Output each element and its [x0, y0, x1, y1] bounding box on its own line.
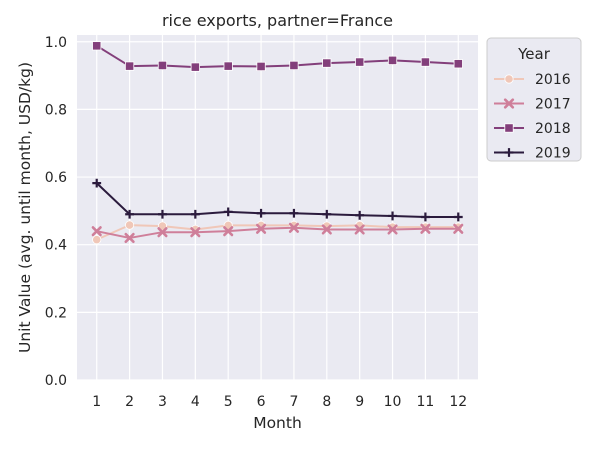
series-2019 [92, 178, 463, 222]
plot-area [77, 35, 478, 380]
data-point-2017 [223, 226, 234, 237]
data-point-2018 [420, 57, 431, 67]
data-point-2017 [354, 224, 365, 235]
data-point-2018 [322, 58, 332, 68]
y-tick-label: 0.8 [45, 102, 67, 118]
data-point-2016 [92, 235, 102, 245]
data-point-2019 [92, 178, 102, 188]
series-2017 [91, 222, 464, 244]
x-axis-ticks: 1 2 3 4 5 6 7 8 9 10 11 12 [92, 394, 467, 410]
legend-marker [504, 123, 514, 133]
data-point-2017 [124, 232, 135, 244]
chart-title: rice exports, partner=France [162, 11, 393, 30]
data-point-2019 [453, 212, 463, 222]
data-point-2017 [190, 227, 201, 238]
data-point-2018 [289, 60, 299, 71]
data-point-2019 [421, 212, 430, 222]
legend-items: 2016 2017 2018 2019 [494, 72, 571, 162]
data-point-2018 [256, 61, 266, 72]
x-tick-label: 8 [322, 394, 331, 410]
series-line-2019 [96, 182, 459, 218]
grid [77, 35, 478, 381]
y-tick-label: 0.4 [45, 238, 67, 254]
y-tick-label: 0.0 [45, 373, 67, 389]
data-point-2018 [157, 60, 168, 71]
data-point-2017 [91, 226, 102, 237]
data-point-2018 [223, 61, 233, 71]
series-line-2016 [96, 224, 459, 241]
data-point-2018 [124, 61, 135, 71]
series-layer [91, 41, 464, 245]
x-tick-label: 9 [355, 394, 364, 410]
series-2018 [92, 41, 463, 72]
y-tick-label: 0.6 [45, 170, 67, 186]
data-point-2017 [157, 227, 168, 238]
data-point-2017 [387, 224, 398, 235]
x-tick-label: 11 [416, 394, 434, 410]
y-axis-ticks: 0.0 0.2 0.4 0.6 0.8 1.0 [45, 35, 67, 389]
legend-item-2019: 2019 [494, 146, 571, 162]
legend-item-2016: 2016 [494, 72, 571, 88]
x-tick-label: 2 [125, 394, 134, 410]
data-point-2017 [420, 223, 431, 234]
series-line-2017 [96, 226, 459, 239]
legend-label: 2018 [535, 121, 571, 137]
data-point-2018 [190, 62, 200, 72]
x-tick-label: 4 [191, 394, 200, 410]
data-point-2018 [355, 57, 365, 67]
data-point-2019 [223, 207, 233, 217]
data-point-2019 [289, 208, 299, 218]
data-point-2019 [256, 208, 266, 218]
data-point-2018 [92, 41, 102, 51]
legend-item-2018: 2018 [494, 121, 571, 137]
x-axis-label: Month [253, 414, 302, 432]
legend-marker [504, 74, 514, 84]
data-point-2019 [158, 209, 167, 219]
legend: Year 2016 2017 2018 2019 [486, 37, 582, 162]
data-point-2019 [322, 209, 332, 219]
data-point-2017 [288, 222, 300, 233]
y-tick-label: 0.2 [45, 305, 67, 321]
data-point-2017 [255, 223, 267, 234]
data-point-2019 [190, 209, 200, 219]
legend-label: 2016 [535, 72, 571, 88]
data-point-2018 [453, 59, 463, 69]
legend-title: Year [517, 45, 551, 63]
legend-item-2017: 2017 [494, 97, 571, 113]
data-point-2016 [157, 221, 168, 231]
x-tick-label: 3 [158, 394, 167, 410]
legend-label: 2017 [535, 97, 571, 113]
data-point-2018 [387, 55, 398, 65]
series-line-2018 [96, 44, 459, 69]
data-point-2019 [125, 209, 134, 219]
x-tick-label: 12 [449, 394, 467, 410]
x-tick-label: 5 [224, 394, 233, 410]
legend-label: 2019 [535, 146, 571, 162]
x-tick-label: 1 [92, 394, 101, 410]
legend-marker [503, 98, 515, 109]
y-tick-label: 1.0 [45, 35, 67, 51]
data-point-2019 [355, 210, 365, 220]
y-axis-label: Unit Value (avg. until month, USD/kg) [16, 62, 34, 353]
data-point-2017 [453, 223, 464, 234]
x-tick-label: 7 [289, 394, 298, 410]
data-point-2019 [388, 211, 397, 221]
legend-marker [504, 148, 514, 157]
data-point-2017 [321, 224, 332, 235]
x-tick-label: 6 [257, 394, 266, 410]
x-tick-label: 10 [384, 394, 402, 410]
data-point-2016 [124, 220, 135, 230]
